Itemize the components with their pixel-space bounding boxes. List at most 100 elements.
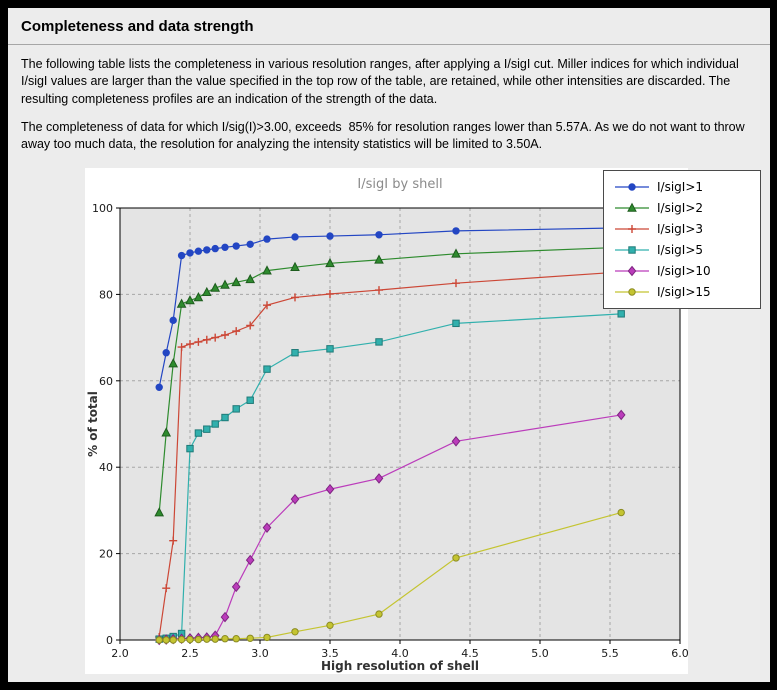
legend-entry: I/sigI>1 <box>613 180 752 194</box>
data-marker <box>291 628 299 636</box>
data-marker <box>211 333 220 342</box>
data-marker <box>201 286 212 297</box>
data-marker <box>177 635 186 644</box>
legend-sample <box>615 288 649 296</box>
data-marker <box>290 493 300 505</box>
data-marker <box>263 235 271 243</box>
data-marker <box>162 636 170 644</box>
x-tick-label: 4.5 <box>461 647 479 660</box>
page-title: Completeness and data strength <box>21 18 254 35</box>
data-marker <box>628 246 636 254</box>
x-axis-label: High resolution of shell <box>321 659 479 673</box>
data-marker <box>325 257 335 268</box>
data-marker <box>186 340 194 349</box>
data-marker <box>232 242 240 250</box>
data-marker <box>169 536 178 545</box>
data-marker <box>169 316 177 325</box>
data-marker <box>168 358 179 368</box>
data-marker <box>154 507 165 517</box>
y-axis-label: % of total <box>86 391 100 457</box>
data-marker <box>246 634 254 642</box>
data-marker <box>290 261 300 271</box>
data-marker <box>221 413 229 422</box>
y-tick-label: 20 <box>99 548 113 561</box>
data-marker <box>194 429 203 437</box>
data-marker <box>221 331 229 340</box>
data-marker <box>186 444 194 453</box>
data-marker <box>232 635 240 643</box>
data-marker <box>374 254 384 264</box>
data-marker <box>155 636 163 644</box>
data-marker <box>246 240 254 248</box>
y-tick-label: 60 <box>99 375 113 388</box>
title-divider <box>8 44 770 45</box>
data-marker <box>262 265 272 275</box>
data-marker <box>325 483 335 495</box>
data-marker <box>375 231 383 239</box>
data-marker <box>374 473 384 484</box>
y-tick-label: 100 <box>92 202 113 215</box>
data-marker <box>628 288 636 296</box>
data-marker <box>263 301 271 310</box>
completeness-figure: 2.0 2.5 3.0 3.5 4.0 4.5 5.0 5.5 6.0 0 20 40 60 80 100 … <box>85 168 689 674</box>
legend-sample <box>615 246 649 254</box>
x-tick-label: 2.5 <box>181 647 199 660</box>
x-tick-label: 5.5 <box>601 647 619 660</box>
x-tick-label: 3.5 <box>321 647 339 660</box>
x-tick-label: 6.0 <box>671 647 688 660</box>
data-marker <box>194 337 203 346</box>
data-marker <box>326 345 334 353</box>
data-marker <box>452 319 460 328</box>
data-marker <box>232 405 240 413</box>
data-marker <box>627 265 637 277</box>
report-page: Completeness and data strength The follo… <box>8 8 770 682</box>
legend-label: I/sigI>15 <box>657 285 711 299</box>
data-marker <box>194 247 203 255</box>
data-marker <box>291 349 299 357</box>
data-marker <box>232 327 241 336</box>
legend-sample <box>615 265 649 277</box>
data-marker <box>326 232 334 240</box>
data-marker <box>203 635 211 643</box>
data-marker <box>162 584 171 593</box>
data-marker <box>628 225 636 233</box>
legend-label: I/sigI>2 <box>657 201 704 215</box>
data-marker <box>161 427 172 437</box>
data-marker <box>263 365 271 373</box>
legend-label: I/sigI>5 <box>657 243 704 257</box>
data-marker <box>186 249 194 257</box>
data-marker <box>221 635 229 643</box>
data-marker <box>627 202 637 212</box>
legend-sample <box>615 202 649 212</box>
chart-plot-area: 2.0 2.5 3.0 3.5 4.0 4.5 5.0 5.5 6.0 0 20 40 60 80 100 <box>92 202 689 660</box>
data-marker <box>186 635 194 644</box>
legend-entry: I/sigI>3 <box>613 222 752 236</box>
data-marker <box>155 383 163 391</box>
data-marker <box>210 282 221 292</box>
data-marker <box>375 338 383 346</box>
legend-entry: I/sigI>5 <box>613 243 752 257</box>
data-marker <box>211 635 219 643</box>
data-marker <box>169 636 177 644</box>
data-marker <box>246 321 255 330</box>
data-marker <box>452 279 460 288</box>
data-marker <box>245 554 255 566</box>
data-marker <box>375 286 383 295</box>
data-marker <box>246 396 254 404</box>
x-tick-label: 4.0 <box>391 647 409 660</box>
legend-entry: I/sigI>15 <box>613 285 752 299</box>
data-marker <box>291 233 299 241</box>
chart-title: I/sigI by shell <box>357 177 442 192</box>
data-marker <box>202 335 211 344</box>
data-marker <box>177 343 186 352</box>
data-marker <box>220 279 230 289</box>
data-marker <box>291 293 299 302</box>
legend-sample <box>615 225 649 233</box>
data-marker <box>451 248 461 258</box>
y-tick-label: 80 <box>99 288 113 301</box>
data-marker <box>193 292 204 302</box>
data-marker <box>263 633 271 642</box>
data-marker <box>203 246 211 254</box>
data-marker <box>231 581 241 593</box>
data-marker <box>262 522 272 533</box>
